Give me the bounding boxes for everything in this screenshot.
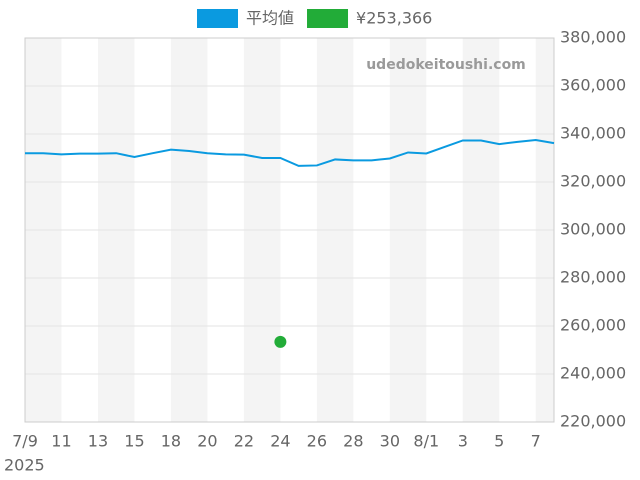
legend-swatch [307,9,349,28]
y-tick-label: 340,000 [560,124,626,143]
x-tick-label: 28 [343,432,363,451]
y-tick-label: 320,000 [560,172,626,191]
x-tick-label: 5 [494,432,504,451]
x-tick-label: 22 [234,432,254,451]
x-tick-label: 30 [380,432,400,451]
y-tick-label: 360,000 [560,76,626,95]
x-tick-label: 7 [531,432,541,451]
x-tick-label: 24 [270,432,290,451]
legend-swatch [197,9,238,28]
y-tick-label: 240,000 [560,364,626,383]
x-year-label: 2025 [4,456,45,475]
y-tick-label: 260,000 [560,316,626,335]
series-line [25,138,555,167]
y-tick-label: 380,000 [560,28,626,47]
x-tick-label: 11 [51,432,71,451]
y-tick-label: 280,000 [560,268,626,287]
x-tick-label: 7/9 [12,432,38,451]
x-tick-label: 20 [197,432,217,451]
x-tick-label: 13 [88,432,108,451]
y-tick-label: 300,000 [560,220,626,239]
x-tick-label: 15 [124,432,144,451]
x-tick-label: 8/1 [413,432,439,451]
legend-label: ¥253,366 [356,9,432,28]
watermark: udedokeitoushi.com [366,57,526,73]
x-tick-label: 18 [161,432,181,451]
y-tick-label: 220,000 [560,412,626,431]
x-tick-label: 26 [307,432,327,451]
legend-label: 平均値 [246,9,294,28]
plot-border [24,37,555,423]
scatter-point [274,335,287,348]
x-tick-label: 3 [458,432,468,451]
